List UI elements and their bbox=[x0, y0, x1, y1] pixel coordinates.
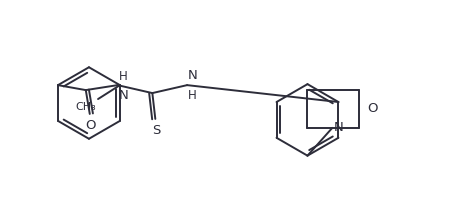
Text: N: N bbox=[188, 69, 198, 82]
Text: H: H bbox=[118, 70, 127, 83]
Text: N: N bbox=[333, 121, 343, 134]
Text: O: O bbox=[85, 119, 96, 132]
Text: CH₃: CH₃ bbox=[75, 102, 96, 112]
Text: S: S bbox=[152, 124, 160, 137]
Text: H: H bbox=[188, 89, 197, 102]
Text: N: N bbox=[118, 89, 128, 102]
Text: O: O bbox=[367, 102, 378, 116]
